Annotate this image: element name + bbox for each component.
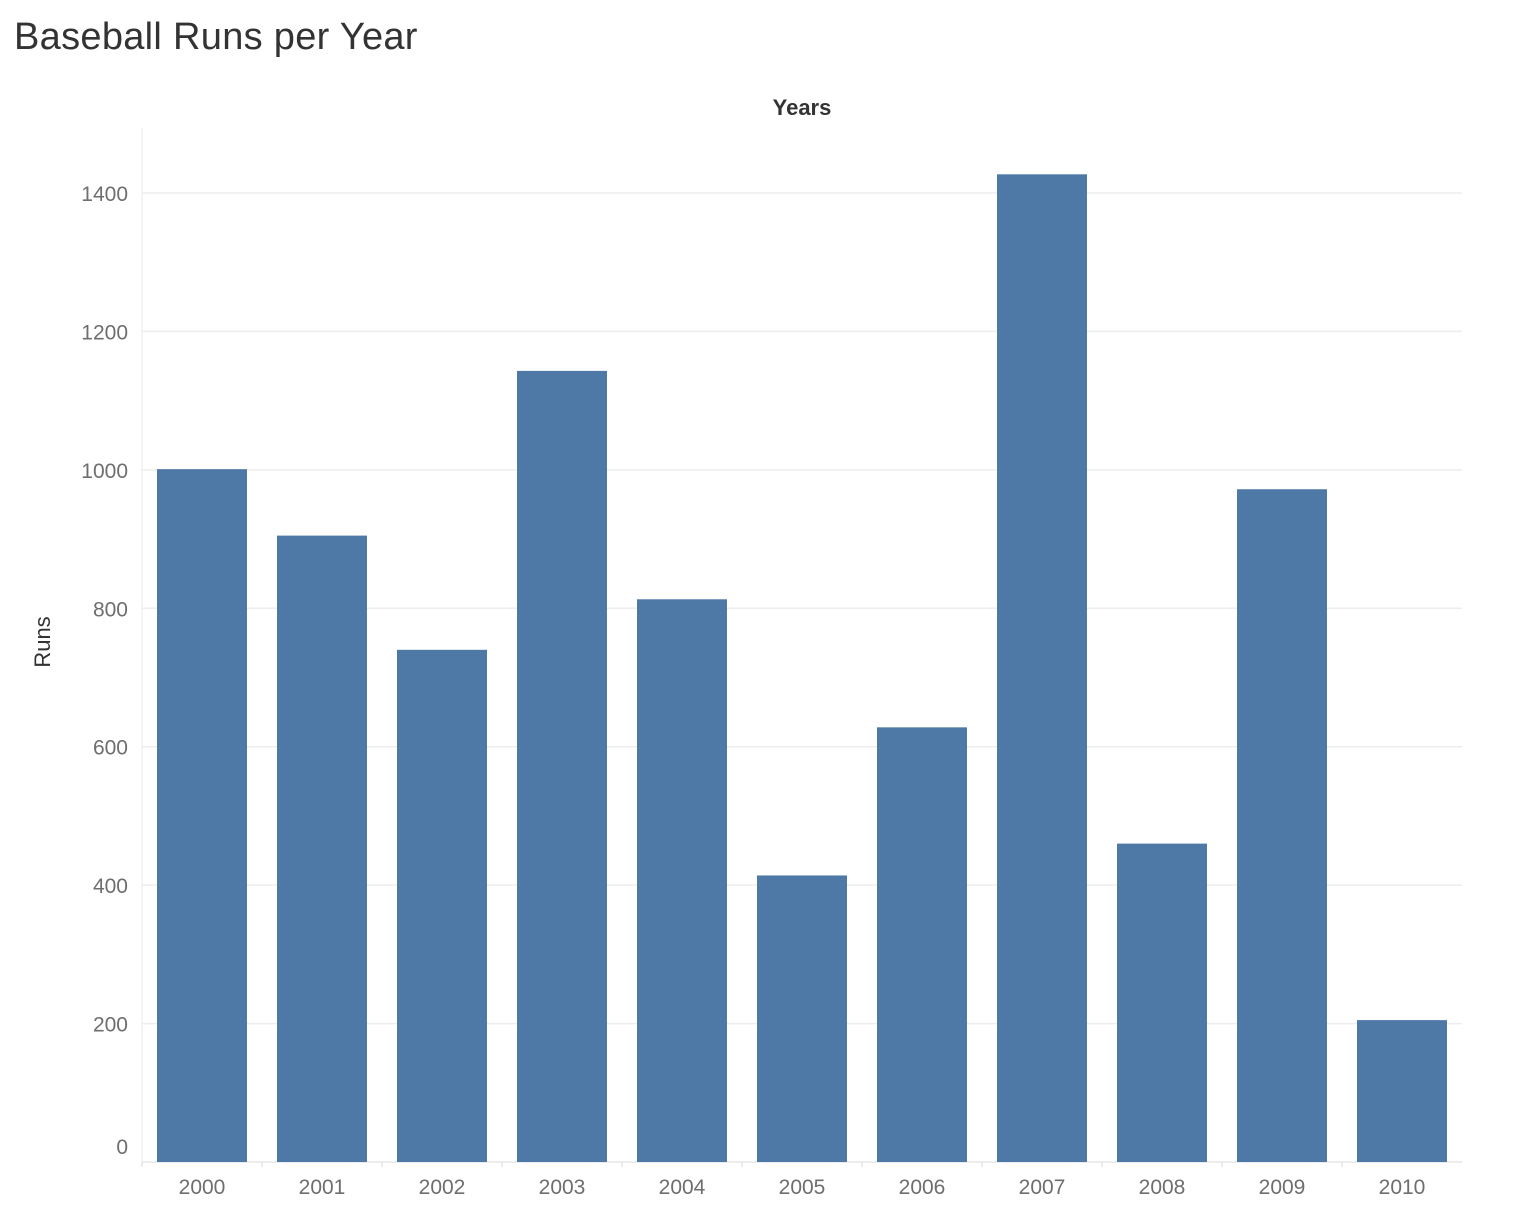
x-tick-labels: 2000 2001 2002 2003 2004 2005 2006 2007 2008 2009…: [141, 1162, 1426, 1199]
x-tick-label: 2003: [539, 1176, 586, 1199]
chart-title: Baseball Runs per Year: [14, 16, 418, 58]
y-tick-label: 1400: [81, 183, 128, 206]
bar-2010: [1357, 1020, 1447, 1162]
x-tick-label: 2006: [899, 1176, 946, 1199]
x-tick-label: 2002: [419, 1176, 466, 1199]
y-tick-label: 800: [93, 598, 128, 621]
y-tick-label: 200: [93, 1014, 128, 1037]
x-tick-label: 2000: [179, 1176, 226, 1199]
y-tick-label: 1000: [81, 460, 128, 483]
bar-2002: [397, 649, 487, 1162]
x-tick-label: 2005: [779, 1176, 826, 1199]
y-tick-label: 1200: [81, 321, 128, 344]
x-tick-label: 2009: [1259, 1176, 1306, 1199]
bar-2005: [757, 875, 847, 1162]
x-tick-label: 2007: [1019, 1176, 1066, 1199]
x-tick-label: 2008: [1139, 1176, 1186, 1199]
y-tick-label: 600: [93, 737, 128, 760]
bar-2003: [517, 370, 607, 1162]
bar-2001: [277, 535, 367, 1162]
bars: [157, 174, 1447, 1163]
y-axis-title: Runs: [30, 616, 55, 667]
y-tick-labels: 0 200 400 600 800 1000 1200 1400: [81, 183, 128, 1159]
bar-2006: [877, 727, 967, 1162]
x-axis-title: Years: [773, 95, 832, 120]
bar-2008: [1117, 843, 1207, 1162]
y-tick-label: 400: [93, 875, 128, 898]
bar-2000: [157, 469, 247, 1162]
x-tick-label: 2001: [299, 1176, 346, 1199]
bar-2009: [1237, 489, 1327, 1162]
x-tick-label: 2004: [659, 1176, 706, 1199]
y-tick-label: 0: [116, 1136, 128, 1159]
bar-2007: [997, 174, 1087, 1163]
x-tick-label: 2010: [1379, 1176, 1426, 1199]
bar-2004: [637, 599, 727, 1162]
